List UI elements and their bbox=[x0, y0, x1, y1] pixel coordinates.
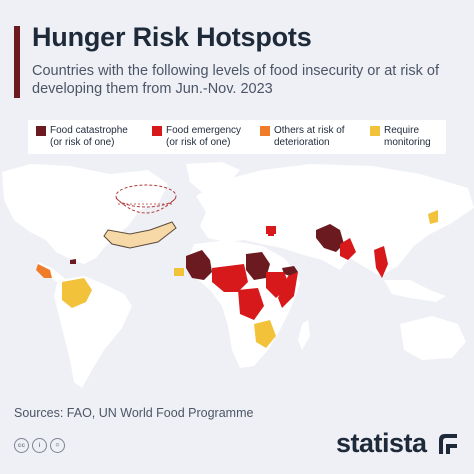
region-ethiopia bbox=[266, 272, 290, 298]
statista-logo[interactable]: statista bbox=[336, 428, 427, 458]
region-sudan bbox=[246, 252, 270, 280]
legend-swatch-emergency bbox=[152, 126, 162, 136]
legend-item-catastrophe: Food catastrophe (or risk of one) bbox=[36, 125, 128, 148]
world-map bbox=[2, 162, 474, 388]
region-west-africa-coast bbox=[174, 268, 184, 276]
legend-swatch-monitoring bbox=[370, 126, 380, 136]
legend-label: Require bbox=[384, 125, 420, 136]
legend-item-deterioration: Others at risk of deterioration bbox=[260, 125, 345, 148]
region-dprk bbox=[428, 210, 438, 224]
region-pakistan bbox=[340, 238, 356, 260]
creative-commons-icon[interactable]: cc bbox=[14, 438, 29, 453]
landmass-central-america bbox=[38, 262, 68, 284]
region-southern-africa bbox=[254, 320, 276, 348]
title-accent-bar bbox=[14, 26, 20, 98]
legend-item-emergency: Food emergency (or risk of one) bbox=[152, 125, 241, 148]
legend-label-sub: (or risk of one) bbox=[50, 136, 115, 148]
legend-label: Food catastrophe bbox=[50, 125, 128, 136]
landmass-southeast-asia bbox=[384, 280, 446, 302]
landmass-australia bbox=[400, 316, 466, 360]
region-libya-north bbox=[268, 230, 274, 236]
legend-label-sub: deterioration bbox=[274, 136, 330, 148]
hand-holding-bowl-icon bbox=[103, 184, 177, 249]
landmass-north-america bbox=[2, 164, 168, 264]
legend-label-sub: monitoring bbox=[384, 136, 431, 148]
region-mali-burkina bbox=[186, 250, 212, 280]
page-subtitle: Countries with the following levels of f… bbox=[32, 63, 439, 97]
page-title: Hunger Risk Hotspots bbox=[32, 22, 312, 52]
attribution-icon[interactable]: i bbox=[32, 438, 47, 453]
landmass-eurasia bbox=[196, 164, 474, 276]
region-yemen-somalia-horn bbox=[282, 266, 298, 276]
landmass-madagascar bbox=[298, 320, 310, 350]
region-central-america-risk bbox=[36, 264, 52, 278]
legend-label-sub: (or risk of one) bbox=[166, 136, 231, 148]
sources-note: Sources: FAO, UN World Food Programme bbox=[14, 406, 254, 420]
region-afghanistan bbox=[316, 224, 344, 252]
legend-label: Others at risk of bbox=[274, 125, 345, 136]
legend-swatch-catastrophe bbox=[36, 126, 46, 136]
region-drc bbox=[238, 288, 264, 320]
legend-swatch-deterioration bbox=[260, 126, 270, 136]
license-icons: cc i = bbox=[14, 438, 65, 453]
region-myanmar bbox=[374, 246, 388, 278]
region-haiti bbox=[70, 259, 76, 264]
region-central-sahel bbox=[212, 264, 248, 292]
landmass-greenland bbox=[186, 162, 240, 194]
region-somalia bbox=[278, 272, 298, 308]
legend-item-monitoring: Require monitoring bbox=[370, 125, 431, 148]
legend-label: Food emergency bbox=[166, 125, 242, 136]
no-derivatives-icon[interactable]: = bbox=[50, 438, 65, 453]
statista-mark-icon bbox=[439, 434, 457, 454]
region-colombia-venezuela bbox=[62, 278, 92, 308]
legend: Food catastrophe (or risk of one) Food e… bbox=[28, 120, 446, 154]
